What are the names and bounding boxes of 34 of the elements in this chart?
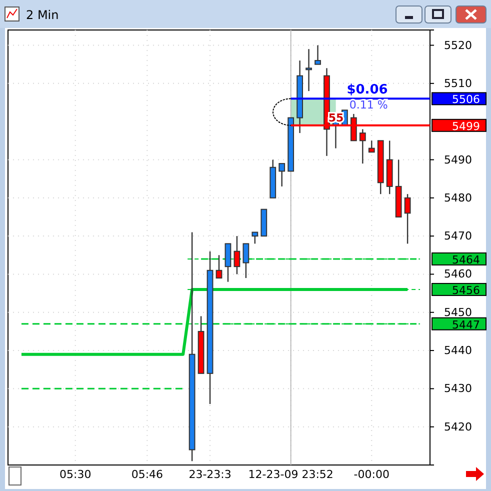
y-tick-label: 5450	[444, 306, 472, 319]
candlestick	[278, 162, 286, 188]
ref-line-label: 5464	[452, 253, 480, 266]
x-tick-label: -00:00	[354, 468, 390, 481]
candlestick	[252, 232, 258, 244]
x-tick-label: 23-23:3	[188, 468, 232, 481]
y-tick-label: 5480	[444, 191, 472, 204]
annotation: $0.06	[346, 82, 388, 98]
ref-line-label: 5456	[452, 284, 480, 297]
candlestick	[216, 254, 222, 279]
x-tick-label: 05:46	[131, 468, 164, 481]
x-tick-label: 05:30	[59, 468, 92, 481]
y-tick-label: 5470	[444, 230, 472, 243]
candlestick	[242, 243, 250, 279]
ref-line-label: 5499	[452, 120, 480, 133]
candlestick	[224, 243, 232, 282]
candlestick	[306, 48, 312, 92]
candlestick	[314, 44, 321, 65]
y-tick-label: 5520	[444, 38, 472, 52]
x-tick-label: 12-23-09 23:52	[248, 468, 334, 481]
candlestick	[359, 128, 366, 164]
y-tick-label: 5440	[444, 344, 472, 358]
y-tick-label: 5460	[444, 268, 472, 281]
candlestick	[234, 235, 240, 275]
ref-line-label: 5506	[452, 93, 480, 106]
chart-title: 2 Min	[26, 8, 59, 22]
candlestick	[368, 140, 375, 153]
ref-line-label: 5447	[452, 318, 480, 332]
candlestick	[404, 193, 411, 244]
annotation: 0.11 %	[349, 98, 388, 112]
y-tick-label: 5420	[444, 420, 472, 434]
y-tick-label: 5430	[444, 382, 472, 396]
y-tick-label: 5490	[444, 153, 472, 166]
y-tick-label: 5510	[444, 76, 472, 90]
